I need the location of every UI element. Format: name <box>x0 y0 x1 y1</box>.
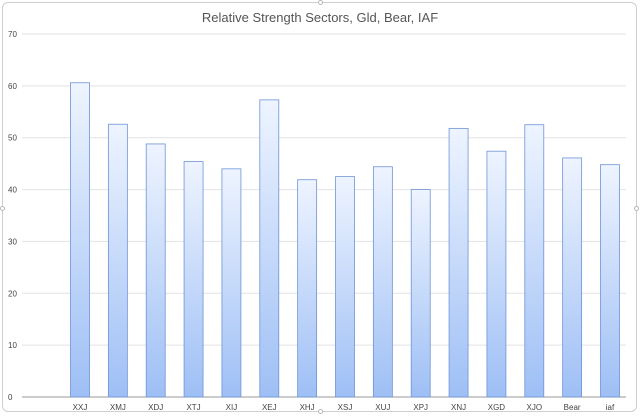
y-tick-label: 10 <box>8 341 17 350</box>
frame-handle-bottom <box>318 409 323 414</box>
bars <box>70 82 620 398</box>
bar-xgd <box>486 150 507 398</box>
bar-xnj <box>448 127 469 398</box>
bar-xmj <box>107 123 128 398</box>
y-tick-label: 60 <box>8 82 17 91</box>
bar-xjo <box>524 124 545 398</box>
x-tick-label: Bear <box>564 403 581 412</box>
x-tick-label: XPJ <box>413 403 428 412</box>
bar-xij <box>221 168 242 398</box>
frame-handle-top <box>318 0 323 5</box>
x-tick-label: XIJ <box>226 403 238 412</box>
y-tick-label: 20 <box>8 289 17 298</box>
x-tick-label: XUJ <box>375 403 390 412</box>
bar-xsj <box>335 176 355 398</box>
bar-xej <box>259 99 280 398</box>
frame-handle-left <box>0 206 5 211</box>
x-axis-ticks: XXJ XMJ XDJ XTJ XIJ XEJ XHJ XSJ XUJ XPJ XNJ XGD XJO B… <box>73 403 615 412</box>
x-tick-label: XMJ <box>110 403 126 412</box>
bar-xxj <box>70 82 90 398</box>
y-tick-label: 50 <box>8 134 17 143</box>
frame-handle-right <box>634 206 639 211</box>
x-tick-label: XEJ <box>262 403 277 412</box>
x-tick-label: XNJ <box>451 403 466 412</box>
y-tick-label: 0 <box>8 393 13 402</box>
chart-title: Relative Strength Sectors, Gld, Bear, IA… <box>202 10 438 25</box>
x-tick-label: XJO <box>527 403 543 412</box>
x-tick-label: XDJ <box>148 403 163 412</box>
bar-xdj <box>145 143 166 398</box>
x-tick-label: XGD <box>488 403 506 412</box>
bar-xuj <box>372 166 393 398</box>
x-tick-label: iaf <box>606 403 615 412</box>
bar-xhj <box>297 179 318 398</box>
y-axis-ticks: 0 10 20 30 40 50 60 70 <box>8 30 17 402</box>
bar-bear <box>562 157 583 398</box>
bar-iaf <box>600 164 620 398</box>
x-tick-label: XSJ <box>338 403 353 412</box>
y-tick-label: 30 <box>8 237 17 246</box>
x-tick-label: XXJ <box>73 403 88 412</box>
y-tick-label: 40 <box>8 186 17 195</box>
y-tick-label: 70 <box>8 30 17 39</box>
bar-xpj <box>410 189 431 398</box>
x-tick-label: XHJ <box>300 403 315 412</box>
x-tick-label: XTJ <box>186 403 200 412</box>
bar-xtj <box>183 161 204 398</box>
